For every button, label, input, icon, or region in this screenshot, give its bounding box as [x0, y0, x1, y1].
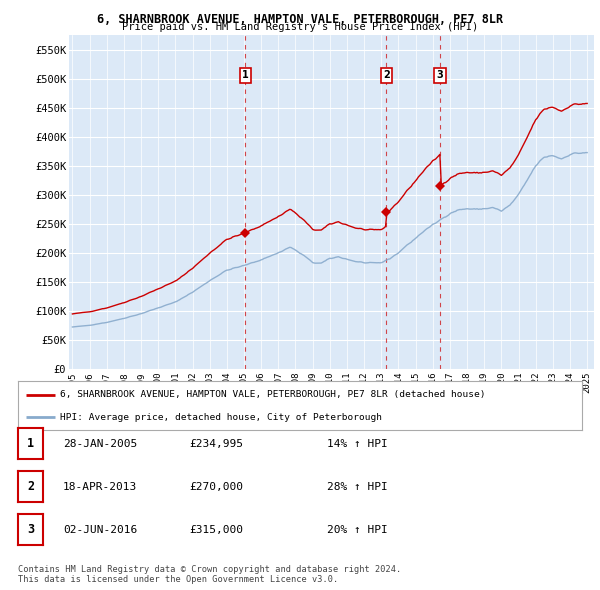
Text: 2: 2 [383, 70, 390, 80]
Text: 3: 3 [437, 70, 443, 80]
Text: £270,000: £270,000 [189, 482, 243, 491]
Text: Price paid vs. HM Land Registry's House Price Index (HPI): Price paid vs. HM Land Registry's House … [122, 22, 478, 32]
Text: 28-JAN-2005: 28-JAN-2005 [63, 439, 137, 448]
Text: HPI: Average price, detached house, City of Peterborough: HPI: Average price, detached house, City… [60, 413, 382, 422]
Text: £234,995: £234,995 [189, 439, 243, 448]
Text: 1: 1 [242, 70, 248, 80]
Text: This data is licensed under the Open Government Licence v3.0.: This data is licensed under the Open Gov… [18, 575, 338, 584]
Text: £315,000: £315,000 [189, 525, 243, 535]
Text: 6, SHARNBROOK AVENUE, HAMPTON VALE, PETERBOROUGH, PE7 8LR: 6, SHARNBROOK AVENUE, HAMPTON VALE, PETE… [97, 13, 503, 26]
Text: 18-APR-2013: 18-APR-2013 [63, 482, 137, 491]
Text: Contains HM Land Registry data © Crown copyright and database right 2024.: Contains HM Land Registry data © Crown c… [18, 565, 401, 573]
Text: 1: 1 [27, 437, 34, 450]
Text: 3: 3 [27, 523, 34, 536]
Text: 28% ↑ HPI: 28% ↑ HPI [327, 482, 388, 491]
Text: 02-JUN-2016: 02-JUN-2016 [63, 525, 137, 535]
Text: 6, SHARNBROOK AVENUE, HAMPTON VALE, PETERBOROUGH, PE7 8LR (detached house): 6, SHARNBROOK AVENUE, HAMPTON VALE, PETE… [60, 390, 486, 399]
Text: 2: 2 [27, 480, 34, 493]
Text: 20% ↑ HPI: 20% ↑ HPI [327, 525, 388, 535]
Text: 14% ↑ HPI: 14% ↑ HPI [327, 439, 388, 448]
